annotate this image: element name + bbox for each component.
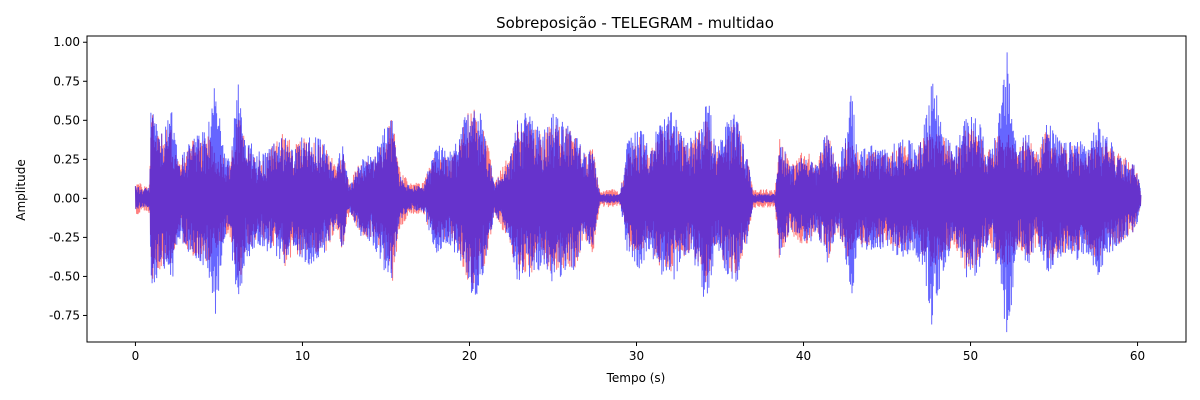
y-tick-label: 0.50 [53, 113, 80, 127]
y-tick-label: 1.00 [53, 35, 80, 49]
x-tick-label: 0 [132, 349, 140, 363]
y-tick-label: -0.75 [49, 308, 80, 322]
x-tick-label: 30 [629, 349, 644, 363]
chart-title: Sobreposição - TELEGRAM - multidao [496, 14, 774, 32]
x-tick-label: 50 [963, 349, 978, 363]
x-tick-label: 10 [295, 349, 310, 363]
y-tick-label: 0.25 [53, 152, 80, 166]
y-axis: -0.75 -0.50 -0.25 0.00 0.25 0.50 0.75 1.00 [49, 35, 87, 322]
waveform-series-line [134, 52, 1142, 333]
y-tick-label: 0.00 [53, 191, 80, 205]
series-layer [134, 52, 1142, 333]
x-tick-label: 60 [1130, 349, 1145, 363]
y-tick-label: -0.50 [49, 269, 80, 283]
x-axis: 0 10 20 30 40 50 60 [132, 342, 1145, 363]
x-tick-label: 20 [462, 349, 477, 363]
y-axis-label: Amplitude [14, 159, 28, 221]
y-tick-label: 0.75 [53, 74, 80, 88]
x-tick-label: 40 [796, 349, 811, 363]
y-tick-label: -0.25 [49, 230, 80, 244]
x-axis-label: Tempo (s) [606, 371, 666, 385]
